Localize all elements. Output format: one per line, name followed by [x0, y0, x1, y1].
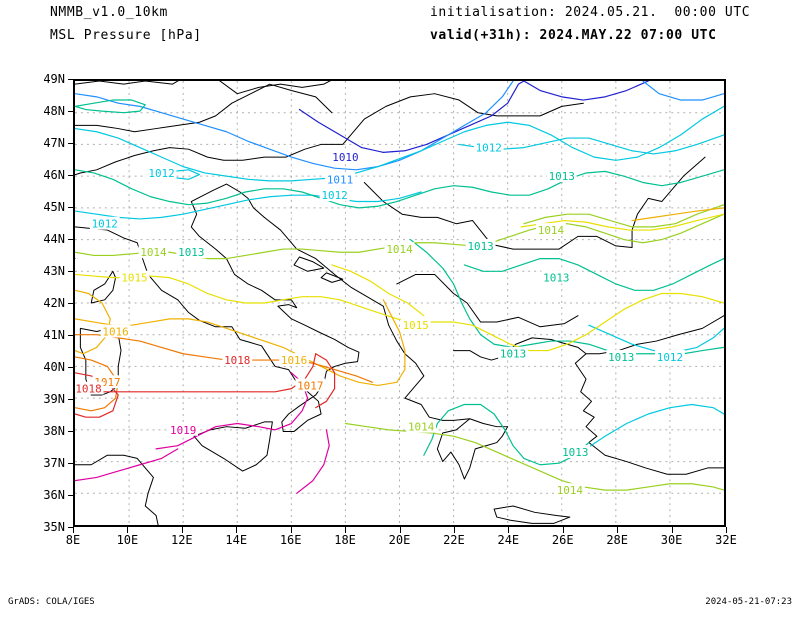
latitude-tick-label: 35N: [43, 520, 65, 534]
latitude-tick-label: 45N: [43, 200, 65, 214]
contour-label: 1013: [500, 348, 526, 361]
latitude-tick-label: 49N: [43, 72, 65, 86]
contour-label: 1010: [332, 151, 358, 164]
longitude-tick-mark: [399, 527, 401, 533]
longitude-tick-label: 20E: [388, 533, 411, 547]
latitude-tick-mark: [68, 335, 73, 336]
contour-label: 1014: [538, 224, 565, 237]
latitude-tick-mark: [68, 207, 73, 208]
longitude-tick-mark: [345, 527, 347, 533]
field-name-label: MSL Pressure [hPa]: [50, 28, 202, 43]
contour-label: 1014: [557, 484, 584, 497]
longitude-tick-mark: [508, 527, 510, 533]
latitude-tick-mark: [68, 527, 73, 528]
longitude-tick-mark: [236, 527, 238, 533]
coastlines: [75, 81, 724, 525]
longitude-tick-label: 12E: [170, 533, 193, 547]
latitude-tick-mark: [68, 271, 73, 272]
latitude-tick-label: 37N: [43, 456, 65, 470]
contour-map-plot: 1012 1010 1011 1012 1012 1013 1012 1014 1013 1014…: [73, 79, 726, 527]
longitude-tick-label: 28E: [606, 533, 628, 547]
longitude-tick-mark: [562, 527, 564, 533]
latitude-tick-mark: [68, 239, 73, 240]
latitude-tick-label: 44N: [43, 232, 65, 246]
contour-map-svg: 1012 1010 1011 1012 1012 1013 1012 1014 1013 1014…: [75, 81, 724, 525]
latitude-tick-label: 38N: [43, 424, 65, 438]
contour-label: 1013: [549, 170, 575, 183]
contour-value-labels: 1012 1010 1011 1012 1012 1013 1012 1014 1013 1014…: [75, 140, 685, 497]
latitude-tick-mark: [68, 79, 73, 80]
contour-label: 1015: [121, 272, 147, 285]
latitude-tick-label: 42N: [43, 296, 65, 310]
contour-label: 1014: [386, 243, 413, 256]
contour-label: 1013: [562, 446, 588, 459]
longitude-tick-label: 22E: [443, 533, 465, 547]
contour-label: 1012: [148, 167, 174, 180]
latitude-tick-mark: [68, 111, 73, 112]
contour-label: 1013: [178, 246, 204, 259]
contour-label: 1013: [467, 240, 493, 253]
contour-label: 1014: [140, 246, 167, 259]
longitude-tick-mark: [290, 527, 292, 533]
contour-label: 1013: [543, 272, 569, 285]
contour-label: 1012: [92, 218, 118, 231]
contour-label: 1012: [321, 189, 347, 202]
longitude-tick-mark: [617, 527, 619, 533]
latitude-tick-label: 39N: [43, 392, 65, 406]
latitude-tick-mark: [68, 367, 73, 368]
valid-time-label: valid(+31h): 2024.MAY.22 07:00 UTC: [430, 28, 717, 43]
longitude-tick-mark: [73, 527, 74, 533]
longitude-tick-label: 8E: [65, 533, 81, 547]
latitude-tick-mark: [68, 399, 73, 400]
model-name-label: NMMB_v1.0_10km: [50, 5, 168, 20]
latitude-tick-label: 41N: [43, 328, 65, 342]
longitude-tick-mark: [127, 527, 129, 533]
longitude-tick-mark: [671, 527, 673, 533]
latitude-tick-label: 43N: [43, 264, 65, 278]
latitude-tick-mark: [68, 143, 73, 144]
initialisation-label: initialisation: 2024.05.21. 00:00 UTC: [430, 5, 751, 20]
latitude-tick-mark: [68, 303, 73, 304]
longitude-tick-label: 18E: [334, 533, 356, 547]
longitude-axis: 8E 10E 12E 14E 16E 18E 20E 22E 24E 26E 28E 30E 32E: [0, 527, 800, 557]
latitude-tick-label: 36N: [43, 488, 65, 502]
longitude-tick-label: 30E: [660, 533, 683, 547]
longitude-tick-label: 24E: [497, 533, 520, 547]
latitude-tick-label: 40N: [43, 360, 65, 374]
latitude-tick-label: 47N: [43, 136, 65, 150]
contour-label: 1012: [657, 351, 683, 364]
latitude-tick-label: 48N: [43, 104, 65, 118]
contour-label: 1018: [75, 383, 101, 396]
latitude-tick-mark: [68, 495, 73, 496]
longitude-tick-label: 16E: [279, 533, 302, 547]
longitude-tick-label: 14E: [225, 533, 248, 547]
longitude-tick-mark: [726, 527, 727, 533]
longitude-tick-mark: [453, 527, 455, 533]
contour-label: 1019: [170, 424, 196, 437]
grads-credit-label: GrADS: COLA/IGES: [8, 597, 95, 607]
contour-label: 1015: [403, 319, 429, 332]
contour-label: 1017: [297, 379, 323, 392]
latitude-tick-label: 46N: [43, 168, 65, 182]
latitude-tick-mark: [68, 175, 73, 176]
latitude-axis: 35N 36N 37N 38N 39N 40N 41N 42N 43N 44N 45N 46N 47N 4…: [0, 0, 73, 618]
latitude-tick-mark: [68, 463, 73, 464]
contour-label: 1012: [476, 142, 502, 155]
contour-label: 1014: [408, 421, 435, 434]
latitude-tick-mark: [68, 431, 73, 432]
render-timestamp-label: 2024-05-21-07:23: [705, 597, 792, 607]
contour-label: 1016: [281, 354, 307, 367]
contour-label: 1018: [224, 354, 250, 367]
longitude-tick-mark: [181, 527, 183, 533]
longitude-tick-label: 10E: [116, 533, 139, 547]
contour-label: 1011: [327, 173, 353, 186]
longitude-tick-label: 32E: [715, 533, 737, 547]
contour-label: 1013: [608, 351, 634, 364]
contour-label: 1016: [102, 326, 128, 339]
longitude-tick-label: 26E: [551, 533, 574, 547]
